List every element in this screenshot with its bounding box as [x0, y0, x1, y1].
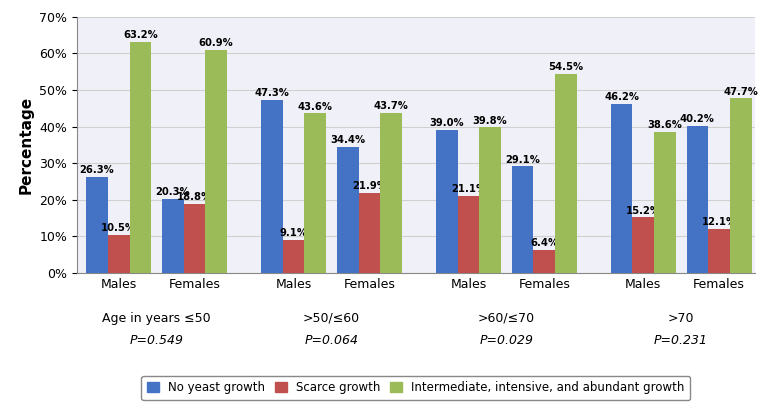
Bar — [162, 199, 184, 273]
Text: 47.3%: 47.3% — [255, 88, 290, 98]
Bar — [206, 50, 227, 273]
Text: 47.7%: 47.7% — [723, 87, 758, 97]
Bar — [534, 249, 555, 273]
Text: 43.6%: 43.6% — [298, 102, 333, 112]
Bar — [457, 196, 479, 273]
Text: 43.7%: 43.7% — [373, 101, 408, 111]
Text: 15.2%: 15.2% — [626, 205, 661, 215]
Text: P=0.231: P=0.231 — [654, 334, 708, 347]
Text: 38.6%: 38.6% — [648, 120, 682, 130]
Text: Age in years ≤50: Age in years ≤50 — [102, 312, 211, 325]
Bar — [555, 74, 577, 273]
Text: >50/≤60: >50/≤60 — [303, 312, 360, 325]
Text: >70: >70 — [668, 312, 695, 325]
Bar — [129, 42, 151, 273]
Text: 40.2%: 40.2% — [680, 114, 715, 124]
Text: 10.5%: 10.5% — [102, 223, 136, 233]
Text: 34.4%: 34.4% — [330, 135, 365, 145]
Text: 54.5%: 54.5% — [548, 62, 584, 72]
Bar — [261, 100, 283, 273]
Text: P=0.064: P=0.064 — [304, 334, 359, 347]
Bar — [304, 113, 326, 273]
Text: 21.1%: 21.1% — [451, 184, 486, 194]
Text: 9.1%: 9.1% — [280, 228, 307, 238]
Bar — [730, 98, 752, 273]
Bar — [337, 147, 359, 273]
Bar — [283, 240, 304, 273]
Text: P=0.549: P=0.549 — [129, 334, 184, 347]
Text: 63.2%: 63.2% — [123, 30, 158, 40]
Bar — [359, 193, 380, 273]
Text: P=0.029: P=0.029 — [479, 334, 534, 347]
Text: 18.8%: 18.8% — [177, 192, 213, 202]
Bar — [86, 177, 108, 273]
Bar — [108, 234, 129, 273]
Text: 39.8%: 39.8% — [473, 116, 507, 126]
Bar — [611, 104, 632, 273]
Bar — [380, 113, 402, 273]
Text: 29.1%: 29.1% — [505, 155, 540, 165]
Bar — [184, 204, 206, 273]
Text: 20.3%: 20.3% — [156, 187, 190, 197]
Text: >60/≤70: >60/≤70 — [477, 312, 535, 325]
Bar — [512, 166, 534, 273]
Text: 39.0%: 39.0% — [430, 118, 464, 129]
Bar — [479, 127, 501, 273]
Legend: No yeast growth, Scarce growth, Intermediate, intensive, and abundant growth: No yeast growth, Scarce growth, Intermed… — [141, 375, 691, 400]
Y-axis label: Percentage: Percentage — [18, 96, 34, 194]
Bar — [687, 126, 708, 273]
Bar — [708, 229, 730, 273]
Text: 26.3%: 26.3% — [80, 165, 115, 175]
Bar — [436, 130, 457, 273]
Text: 21.9%: 21.9% — [352, 181, 387, 191]
Bar — [632, 218, 654, 273]
Text: 46.2%: 46.2% — [604, 92, 639, 102]
Text: 6.4%: 6.4% — [530, 238, 558, 248]
Text: 12.1%: 12.1% — [701, 217, 737, 227]
Text: 60.9%: 60.9% — [199, 38, 233, 48]
Bar — [654, 132, 676, 273]
